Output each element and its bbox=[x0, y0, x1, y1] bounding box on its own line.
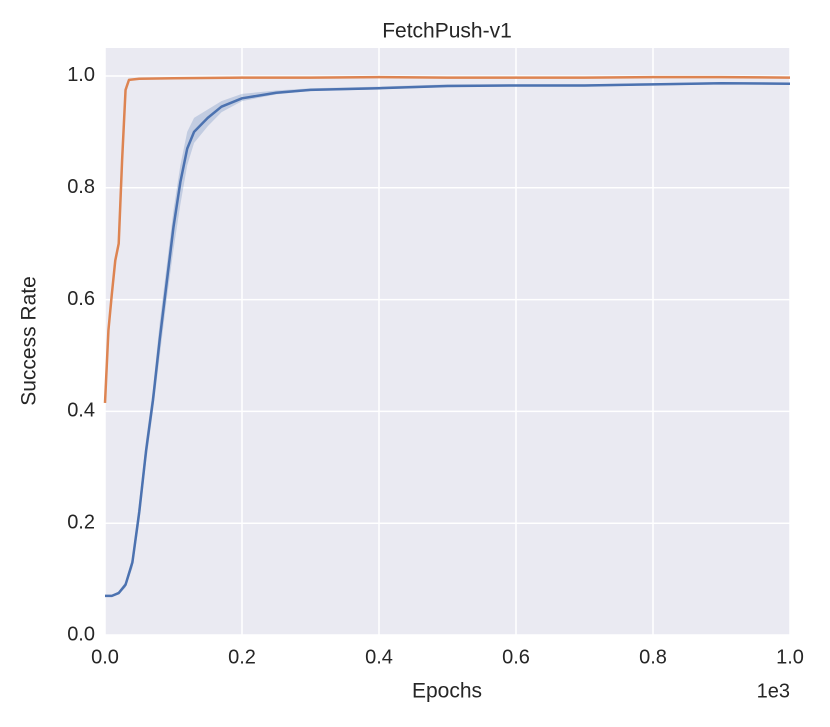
line bbox=[105, 81, 791, 598]
x-tick-label: 0.6 bbox=[502, 646, 530, 668]
x-tick-label: 0.2 bbox=[228, 646, 256, 668]
y-tick-label: 0.0 bbox=[67, 623, 95, 645]
chart-title: FetchPush-v1 bbox=[382, 20, 512, 43]
line bbox=[103, 75, 791, 404]
y-tick-label: 0.6 bbox=[67, 288, 95, 310]
x-tick-label: 0.0 bbox=[91, 646, 119, 668]
y-tick-label: 0.8 bbox=[67, 176, 95, 198]
x-tick-label: 0.8 bbox=[639, 646, 667, 668]
x-axis-label: Epochs bbox=[412, 680, 482, 703]
x-tick-label: 1.0 bbox=[776, 646, 804, 668]
y-axis-label: Success Rate bbox=[18, 276, 41, 406]
y-tick-label: 1.0 bbox=[67, 64, 95, 86]
plot-background bbox=[105, 48, 790, 635]
x-tick-label: 0.4 bbox=[365, 646, 393, 668]
y-tick-label: 0.2 bbox=[67, 511, 95, 533]
x-offset-label: 1e3 bbox=[757, 680, 790, 702]
y-tick-label: 0.4 bbox=[67, 400, 95, 422]
